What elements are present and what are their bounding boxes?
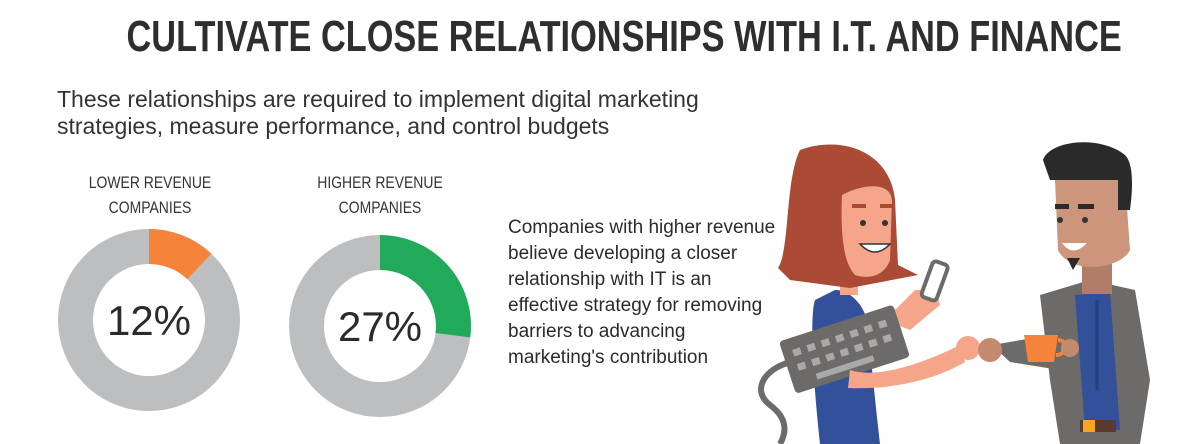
man-fist: [978, 338, 1002, 362]
mug-icon: [1024, 335, 1058, 362]
blurb-line: marketing's contribution: [508, 347, 709, 368]
woman-face: [841, 186, 892, 277]
blurb-line: Companies with higher revenue: [508, 217, 776, 238]
woman-fist: [956, 336, 980, 360]
blurb-line: barriers to advancing: [508, 321, 686, 342]
keyboard-icon: [779, 305, 909, 393]
label-line-1: HIGHER REVENUE: [317, 173, 443, 192]
donut-value-text: 12%: [107, 297, 191, 344]
people-fist-bump-illustration: [758, 142, 1150, 444]
subtitle-line-2: strategies, measure performance, and con…: [57, 113, 610, 139]
blurb-line: believe developing a closer: [508, 243, 738, 264]
subtitle: These relationships are required to impl…: [57, 86, 777, 140]
label-line-1: LOWER REVENUE: [88, 173, 212, 192]
man-hair: [1043, 142, 1133, 210]
blurb-line: relationship with IT is an: [508, 269, 712, 290]
blurb-line: effective strategy for removing: [508, 295, 763, 316]
page-title: CULTIVATE CLOSE RELATIONSHIPS WITH I.T. …: [126, 12, 1122, 61]
belt-buckle-icon: [1083, 420, 1095, 432]
donut-label-lower-revenue: LOWER REVENUE COMPANIES: [76, 170, 224, 220]
label-line-2: COMPANIES: [338, 198, 422, 217]
donut-segment-value: [289, 235, 471, 417]
blurb-text: Companies with higher revenue believe de…: [508, 215, 798, 371]
cable-icon: [758, 357, 801, 444]
donut-label-higher-revenue: HIGHER REVENUE COMPANIES: [306, 170, 454, 220]
phone-icon: [919, 259, 950, 303]
donut-value-text: 27%: [338, 303, 422, 350]
subtitle-line-1: These relationships are required to impl…: [57, 86, 699, 112]
donut-segment-value: [58, 229, 240, 411]
donut-chart-lower-revenue: 12%: [58, 229, 240, 411]
label-line-2: COMPANIES: [108, 198, 192, 217]
donut-chart-higher-revenue: 27%: [289, 235, 471, 417]
